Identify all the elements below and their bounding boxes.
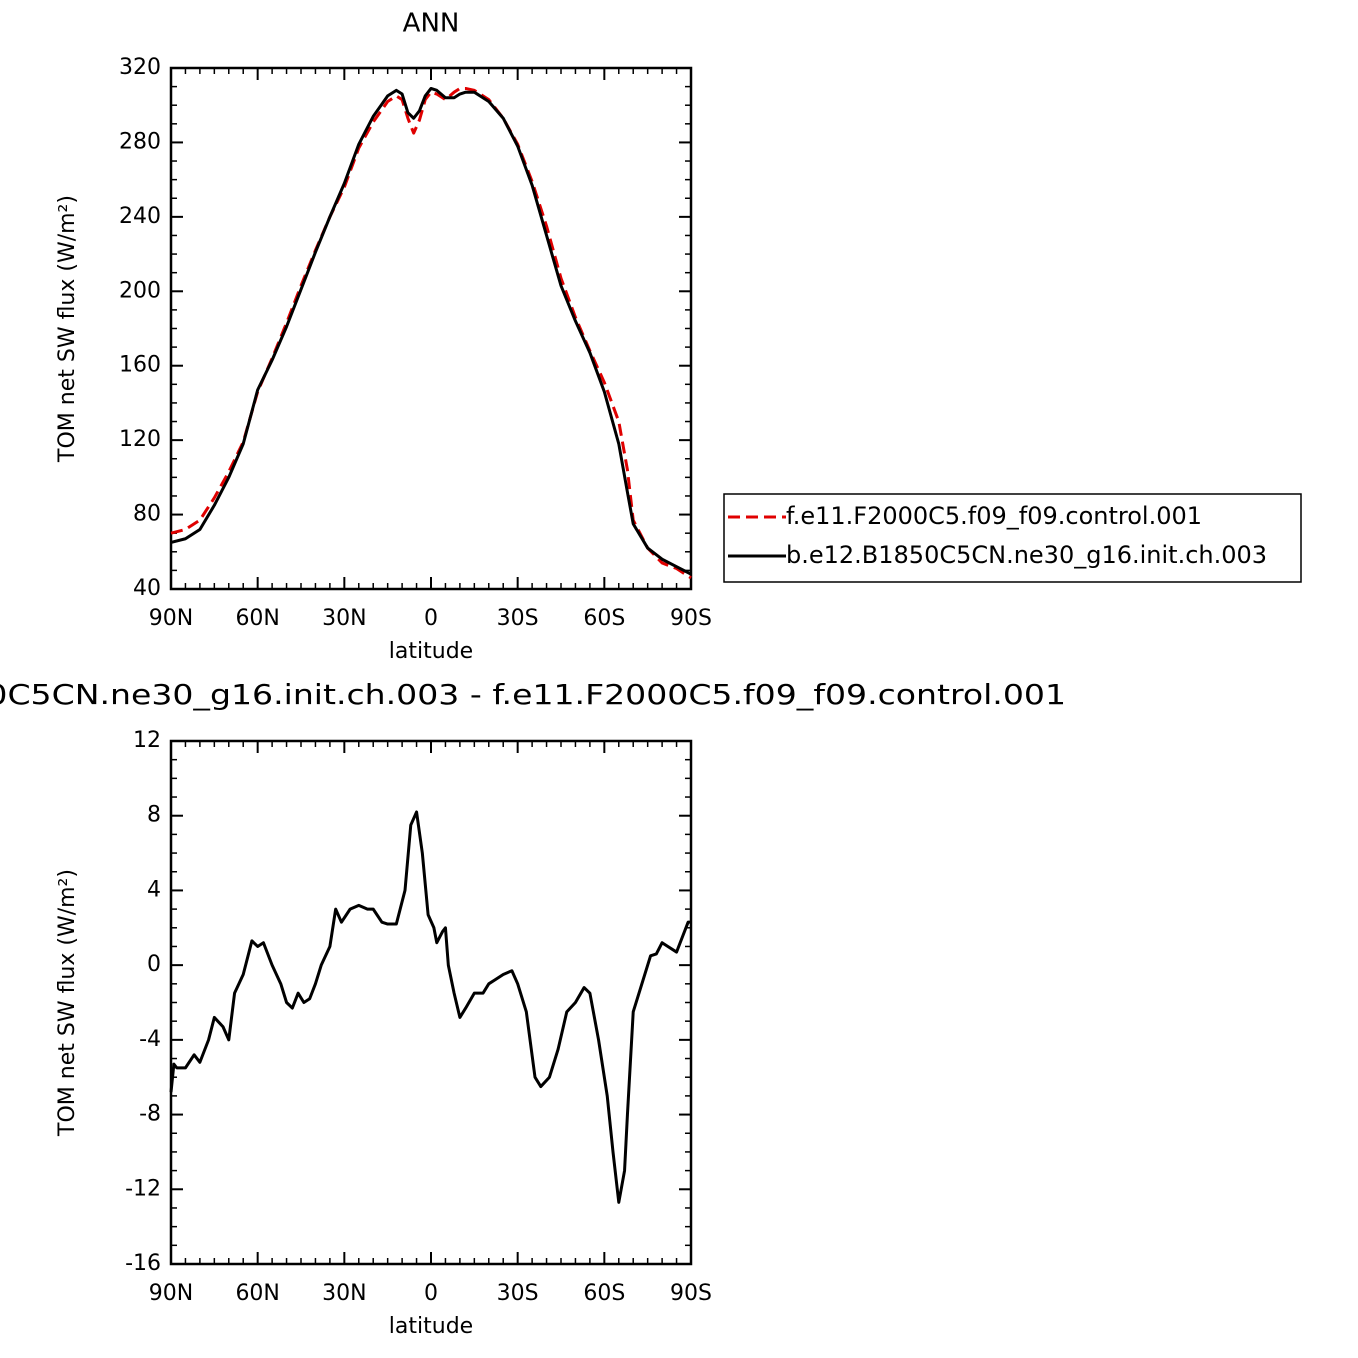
x-tick-label: 90N bbox=[149, 606, 193, 631]
series-line bbox=[169, 810, 691, 1204]
x-tick-label: 90S bbox=[670, 606, 712, 631]
chart-title: b.e12.B1850C5CN.ne30_g16.init.ch.003 - f… bbox=[0, 678, 1066, 711]
y-tick-label: 0 bbox=[147, 952, 161, 977]
x-tick-label: 30N bbox=[322, 1281, 366, 1306]
y-axis-label: TOM net SW flux (W/m²) bbox=[55, 869, 80, 1137]
x-tick-label: 60N bbox=[235, 606, 279, 631]
x-tick-label: 0 bbox=[424, 1281, 438, 1306]
y-tick-label: 280 bbox=[119, 129, 161, 154]
x-axis-label: latitude bbox=[389, 639, 473, 664]
y-tick-label: 8 bbox=[147, 803, 161, 828]
y-tick-label: 240 bbox=[119, 204, 161, 229]
legend-label: f.e11.F2000C5.f09_f09.control.001 bbox=[786, 502, 1202, 530]
y-tick-label: 12 bbox=[133, 728, 161, 753]
y-tick-label: -12 bbox=[125, 1176, 161, 1201]
y-tick-label: 320 bbox=[119, 55, 161, 80]
x-tick-label: 90S bbox=[670, 1281, 712, 1306]
y-tick-label: 40 bbox=[133, 576, 161, 601]
x-tick-label: 90N bbox=[149, 1281, 193, 1306]
series-line bbox=[170, 86, 692, 576]
y-axis-label: TOM net SW flux (W/m²) bbox=[55, 195, 80, 463]
y-tick-label: -4 bbox=[139, 1027, 161, 1052]
x-tick-label: 30S bbox=[497, 606, 539, 631]
x-axis-label: latitude bbox=[389, 1314, 473, 1339]
legend-label: b.e12.B1850C5CN.ne30_g16.init.ch.003 bbox=[786, 541, 1267, 569]
y-tick-label: 120 bbox=[119, 427, 161, 452]
y-tick-label: 200 bbox=[119, 278, 161, 303]
y-tick-label: 80 bbox=[133, 502, 161, 527]
chart-title: ANN bbox=[403, 9, 460, 39]
x-tick-label: 30N bbox=[322, 606, 366, 631]
y-tick-label: 160 bbox=[119, 353, 161, 378]
x-tick-label: 60S bbox=[583, 1281, 625, 1306]
x-tick-label: 0 bbox=[424, 606, 438, 631]
x-tick-label: 60N bbox=[235, 1281, 279, 1306]
legend-box bbox=[723, 493, 1302, 583]
plot-frame bbox=[169, 66, 693, 591]
y-tick-label: -16 bbox=[125, 1251, 161, 1276]
y-tick-label: 4 bbox=[147, 877, 161, 902]
plot-frame bbox=[169, 739, 693, 1266]
x-tick-label: 60S bbox=[583, 606, 625, 631]
y-tick-label: -8 bbox=[139, 1102, 161, 1127]
series-line bbox=[170, 86, 692, 580]
x-tick-label: 30S bbox=[497, 1281, 539, 1306]
